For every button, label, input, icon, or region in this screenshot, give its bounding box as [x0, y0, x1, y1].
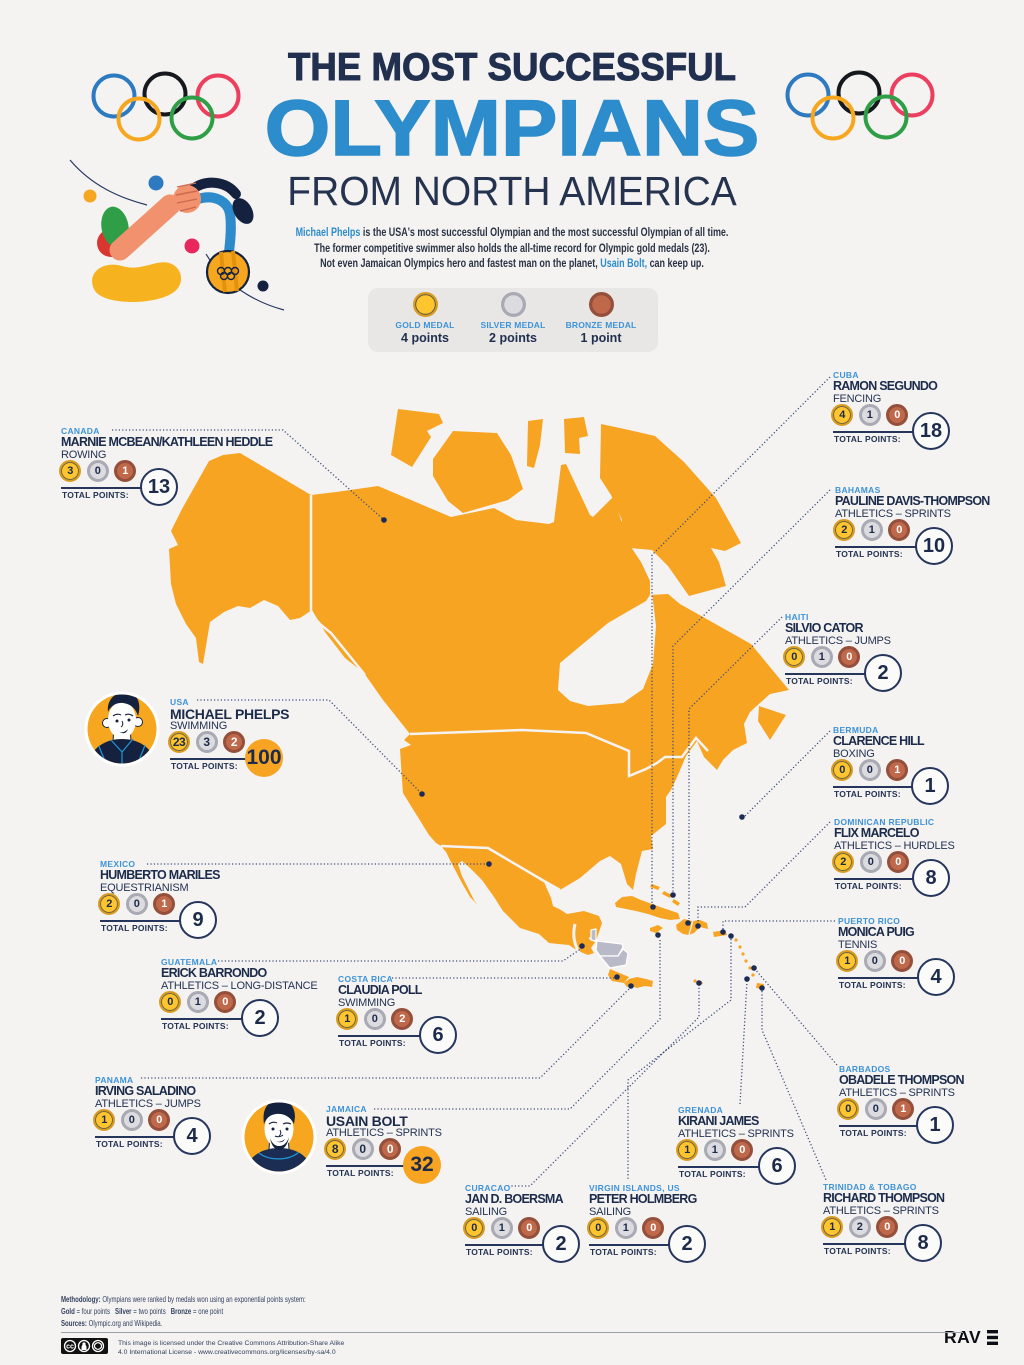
svg-text:RAV: RAV — [944, 1327, 981, 1347]
svg-text:cc: cc — [66, 1344, 74, 1351]
